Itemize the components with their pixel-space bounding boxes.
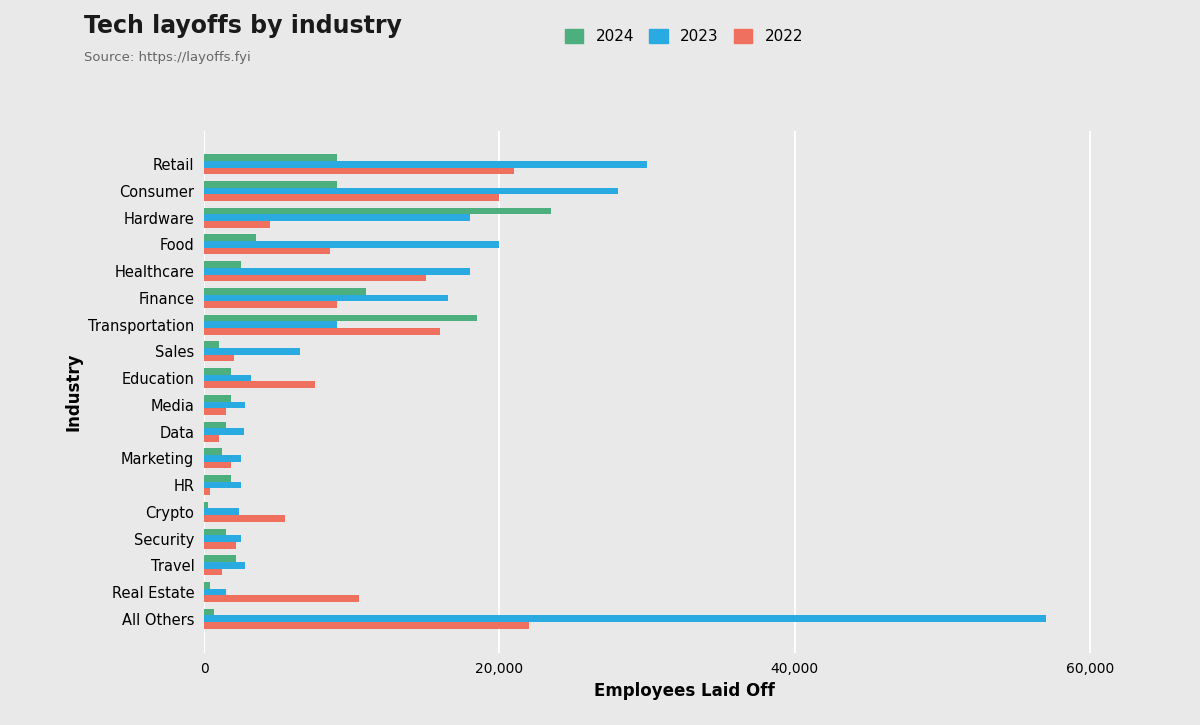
- Bar: [204, 515, 286, 522]
- Bar: [204, 395, 230, 402]
- Bar: [204, 595, 359, 602]
- Bar: [204, 207, 551, 215]
- Bar: [204, 408, 226, 415]
- Bar: [204, 502, 209, 508]
- Bar: [204, 381, 314, 388]
- X-axis label: Employees Laid Off: Employees Laid Off: [594, 682, 774, 700]
- Bar: [204, 161, 647, 167]
- Bar: [204, 475, 230, 481]
- Text: Source: https://layoffs.fyi: Source: https://layoffs.fyi: [84, 51, 251, 64]
- Bar: [204, 234, 256, 241]
- Bar: [204, 355, 234, 362]
- Bar: [204, 348, 300, 355]
- Bar: [204, 568, 222, 576]
- Bar: [204, 582, 210, 589]
- Bar: [204, 455, 241, 462]
- Bar: [204, 221, 270, 228]
- Bar: [204, 288, 366, 294]
- Bar: [204, 622, 529, 629]
- Bar: [204, 261, 241, 268]
- Bar: [204, 489, 210, 495]
- Bar: [204, 181, 337, 188]
- Bar: [204, 321, 337, 328]
- Text: Tech layoffs by industry: Tech layoffs by industry: [84, 14, 402, 38]
- Bar: [204, 616, 1046, 622]
- Bar: [204, 542, 236, 549]
- Bar: [204, 448, 222, 455]
- Bar: [204, 275, 426, 281]
- Bar: [204, 428, 244, 435]
- Bar: [204, 368, 230, 375]
- Bar: [204, 402, 245, 408]
- Bar: [204, 241, 499, 248]
- Bar: [204, 529, 226, 535]
- Bar: [204, 188, 618, 194]
- Bar: [204, 315, 478, 321]
- Bar: [204, 167, 514, 174]
- Bar: [204, 555, 236, 562]
- Bar: [204, 435, 218, 442]
- Bar: [204, 421, 226, 428]
- Bar: [204, 194, 499, 201]
- Bar: [204, 328, 440, 335]
- Bar: [204, 535, 241, 542]
- Bar: [204, 268, 470, 275]
- Legend: 2024, 2023, 2022: 2024, 2023, 2022: [559, 23, 809, 51]
- Bar: [204, 609, 215, 616]
- Y-axis label: Industry: Industry: [65, 352, 83, 431]
- Bar: [204, 294, 448, 302]
- Bar: [204, 341, 218, 348]
- Bar: [204, 481, 241, 489]
- Bar: [204, 215, 470, 221]
- Bar: [204, 508, 240, 515]
- Bar: [204, 462, 230, 468]
- Bar: [204, 154, 337, 161]
- Bar: [204, 589, 226, 595]
- Bar: [204, 562, 245, 568]
- Bar: [204, 302, 337, 308]
- Bar: [204, 248, 330, 254]
- Bar: [204, 375, 251, 381]
